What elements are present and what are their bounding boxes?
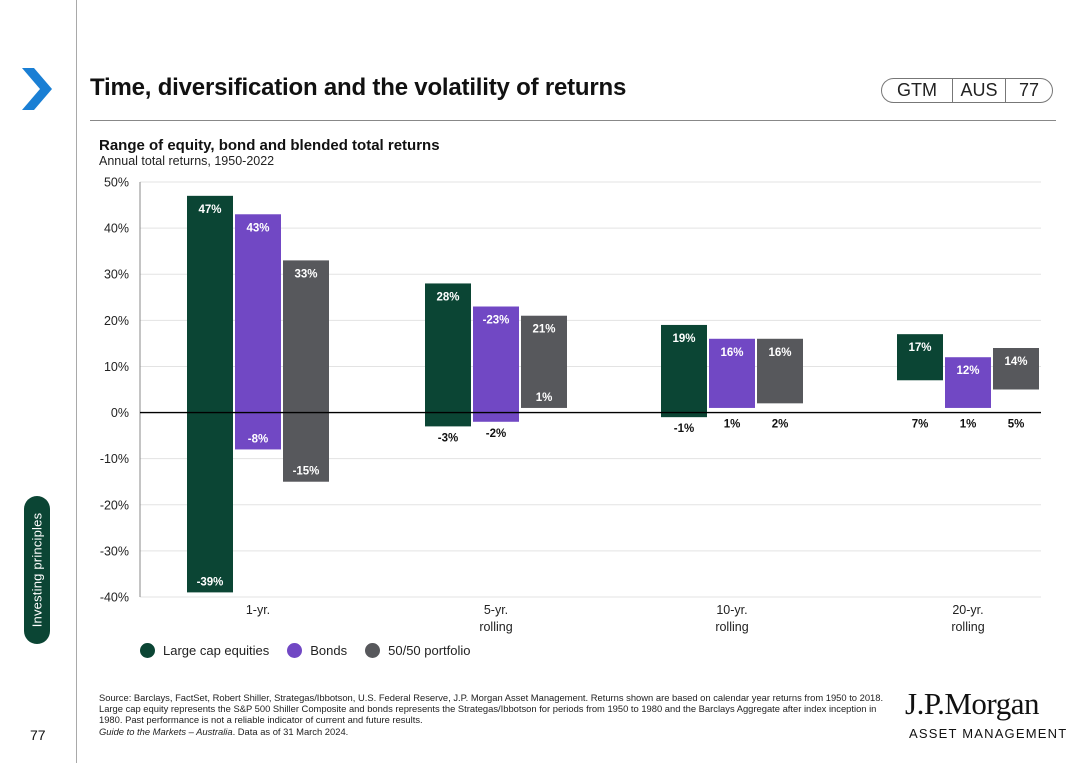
x-tick-label: rolling — [715, 620, 748, 634]
source-note: Source: Barclays, FactSet, Robert Shille… — [99, 692, 889, 737]
data-label: 17% — [908, 342, 931, 354]
data-label: 5% — [1008, 419, 1025, 431]
data-label: 21% — [532, 324, 555, 336]
legend-label: Large cap equities — [163, 643, 270, 658]
legend-swatch-bonds — [287, 643, 303, 658]
x-tick-label: 20-yr. — [952, 603, 983, 617]
y-tick-label: -40% — [100, 591, 129, 605]
x-tick-label: rolling — [951, 620, 984, 634]
gtm-badge: GTM AUS 77 — [881, 78, 1053, 103]
y-tick-label: 30% — [104, 268, 129, 282]
guide-title: Guide to the Markets – Australia — [99, 725, 233, 737]
page-ref: 77 — [1018, 80, 1040, 100]
section-tab[interactable] — [24, 496, 50, 644]
data-label: -8% — [248, 433, 268, 445]
legend-label: 50/50 portfolio — [388, 643, 471, 658]
data-date: . Data as of 31 March 2024. — [232, 725, 349, 737]
bar — [283, 260, 329, 482]
data-label: 19% — [672, 333, 695, 345]
chart-subtitle: Annual total returns, 1950-2022 — [99, 154, 275, 168]
page-title: Time, diversification and the volatility… — [90, 74, 627, 101]
bar — [235, 214, 281, 450]
bar — [993, 348, 1039, 390]
data-label: 2% — [772, 419, 789, 431]
bar — [661, 324, 707, 418]
bar — [945, 357, 991, 408]
x-tick-label: 5-yr. — [484, 603, 508, 617]
gtm-label: GTM — [882, 79, 953, 102]
bar — [187, 195, 233, 593]
legend-item: Large cap equities — [140, 643, 269, 658]
header-rule — [90, 120, 1056, 121]
y-tick-label: 10% — [104, 360, 129, 374]
data-label: 43% — [246, 222, 269, 234]
data-label: 28% — [436, 291, 459, 303]
y-tick-label: 0% — [111, 406, 129, 420]
data-label: 12% — [956, 365, 979, 377]
x-tick-label: 10-yr. — [716, 603, 747, 617]
data-label: 33% — [294, 268, 317, 280]
source-text: Source: Barclays, FactSet, Robert Shille… — [99, 692, 884, 726]
data-label: -1% — [674, 423, 694, 435]
page-number: 77 — [30, 727, 46, 743]
y-tick-label: 50% — [104, 176, 129, 190]
chevron-right-icon — [22, 68, 52, 110]
bar — [473, 306, 519, 422]
y-tick-label: 20% — [104, 314, 129, 328]
data-label: -39% — [197, 576, 224, 588]
x-tick-label: rolling — [479, 620, 512, 634]
data-label: 16% — [768, 347, 791, 359]
legend-swatch-equities — [140, 643, 155, 658]
y-tick-label: -20% — [100, 498, 129, 512]
y-tick-label: -30% — [100, 544, 129, 558]
left-divider — [76, 0, 77, 763]
bar — [709, 338, 755, 408]
y-tick-label: 40% — [104, 222, 129, 236]
bar — [425, 283, 471, 427]
region-label: AUS — [953, 79, 1006, 102]
data-label: 1% — [724, 419, 741, 431]
data-label: 16% — [720, 347, 743, 359]
section-tab-label: Investing principles — [29, 512, 45, 628]
data-label: -15% — [293, 466, 320, 478]
x-tick-label: 1-yr. — [246, 603, 270, 617]
y-tick-label: -10% — [100, 452, 129, 466]
chart-title: Range of equity, bond and blended total … — [99, 137, 440, 154]
data-label: -2% — [486, 428, 506, 440]
bar — [757, 338, 803, 404]
data-label: 1% — [960, 419, 977, 431]
legend-item: Bonds — [287, 643, 347, 658]
data-label: 47% — [198, 204, 221, 216]
legend-item: 50/50 portfolio — [365, 643, 471, 658]
jpmorgan-logo: J.P.Morgan — [905, 686, 1039, 721]
legend-label: Bonds — [310, 643, 348, 658]
bar — [521, 315, 567, 408]
data-label: -23% — [483, 315, 510, 327]
data-label: 14% — [1004, 356, 1027, 368]
bar — [897, 334, 943, 381]
data-label: 7% — [912, 419, 929, 431]
data-label: 1% — [536, 392, 553, 404]
data-label: -3% — [438, 432, 458, 444]
chart-legend: Large cap equities Bonds 50/50 portfolio — [140, 643, 489, 658]
legend-swatch-portfolio — [365, 643, 381, 658]
asset-management-logo: ASSET MANAGEMENT — [909, 726, 1068, 741]
